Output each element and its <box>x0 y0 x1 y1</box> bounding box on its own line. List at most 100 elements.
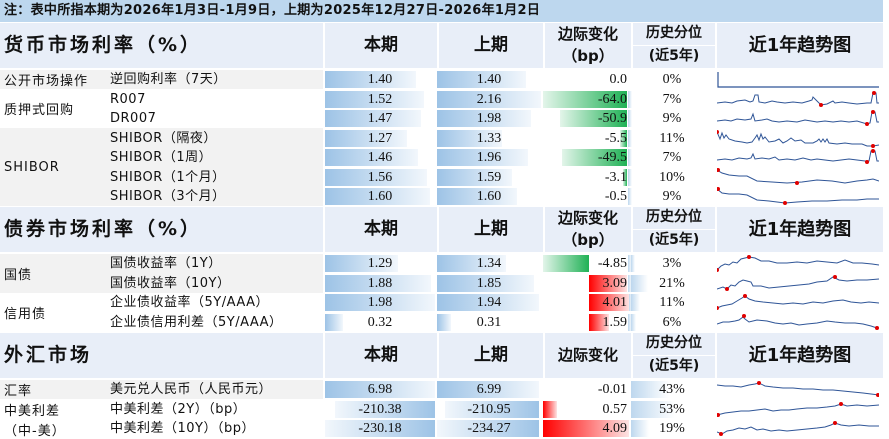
indicator-name: SHIBOR（1个月） <box>110 169 226 185</box>
indicator-name: 国债收益率（10Y） <box>110 275 231 291</box>
indicator-name: 美元兑人民币（人民币元） <box>110 382 273 397</box>
table-row: 美元兑人民币（人民币元） 6.98 6.99 -0.01 43% <box>0 380 883 399</box>
previous-value: 6.99 <box>476 382 502 397</box>
sparkline-treasury-1y <box>715 254 880 273</box>
table-row: 企业债信用利差（5Y/AAA） 0.32 0.31 1.59 6% <box>0 313 883 332</box>
change-value: -0.01 <box>597 382 627 397</box>
money-market-body: 公开市场操作 质押式回购 SHIBOR 逆回购利率（7天） 1.40 1.40 … <box>0 70 883 207</box>
current-value: 1.29 <box>367 256 393 271</box>
current-value: -210.38 <box>358 401 402 417</box>
sparkline-shibor-1w <box>715 148 880 167</box>
percentile-value: 7% <box>662 150 682 165</box>
indicator-name: 逆回购利率（7天） <box>110 72 227 87</box>
previous-value: 0.31 <box>476 314 502 330</box>
section-title: 外汇市场 <box>4 344 93 366</box>
category-cn-us-spread: 中美利差 <box>4 403 61 419</box>
current-value: -230.18 <box>358 421 402 436</box>
col-header-current: 本期 <box>323 333 437 378</box>
sparkline-shibor-3m <box>715 187 880 206</box>
category-cn-minus-us: （中-美） <box>4 423 66 439</box>
change-value: 1.59 <box>602 314 628 330</box>
table-row: DR007 1.47 1.98 -50.9 9% <box>0 109 883 128</box>
change-value: -64.0 <box>597 91 627 107</box>
sparkline-dr007 <box>715 109 880 128</box>
previous-value: 1.60 <box>476 189 502 204</box>
previous-value: 1.96 <box>476 150 502 165</box>
col-header-previous: 上期 <box>437 207 543 252</box>
current-value: 1.52 <box>367 91 393 107</box>
indicator-name: DR007 <box>110 111 157 126</box>
sparkline-spread-10y <box>715 419 880 438</box>
current-value: 1.27 <box>367 130 393 146</box>
table-row: 逆回购利率（7天） 1.40 1.40 0.0 0% <box>0 70 883 89</box>
current-value: 6.98 <box>367 382 393 397</box>
fx-market-body: 汇率 中美利差 （中-美） 美元兑人民币（人民币元） 6.98 6.99 -0.… <box>0 380 883 439</box>
col-header-change: 边际变化 <box>543 333 631 378</box>
category-exchange-rate: 汇率 <box>0 380 106 399</box>
change-value: 4.01 <box>602 295 628 310</box>
previous-value: 1.59 <box>476 169 502 185</box>
percentile-value: 9% <box>662 189 682 204</box>
current-value: 1.88 <box>367 275 393 291</box>
percentile-value: 10% <box>659 169 685 185</box>
sparkline-spread-2y <box>715 400 880 419</box>
indicator-name: 国债收益率（1Y） <box>110 256 222 271</box>
percentile-value: 6% <box>662 314 682 330</box>
indicator-name: SHIBOR（隔夜） <box>110 130 217 146</box>
indicator-name: 企业债信用利差（5Y/AAA） <box>110 314 283 330</box>
previous-value: 2.16 <box>476 91 502 107</box>
percentile-value: 3% <box>662 256 682 271</box>
previous-value: 1.34 <box>476 256 502 271</box>
previous-value: 1.40 <box>476 72 502 87</box>
change-value: 0.57 <box>602 401 628 417</box>
percentile-value: 53% <box>659 401 685 417</box>
indicator-name: 中美利差（10Y）（bp） <box>110 421 255 436</box>
sparkline-shibor-overnight <box>715 129 880 148</box>
change-value: -50.9 <box>597 111 627 126</box>
indicator-name: R007 <box>110 91 146 107</box>
percentile-value: 11% <box>659 295 685 310</box>
sparkline-usdcny <box>715 380 880 399</box>
change-value: 3.09 <box>602 275 628 291</box>
sparkline-treasury-10y <box>715 274 880 293</box>
col-header-previous: 上期 <box>437 333 543 378</box>
percentile-value: 7% <box>662 91 682 107</box>
sparkline-corp-bond-yield <box>715 293 880 312</box>
table-row: SHIBOR（1个月） 1.56 1.59 -3.1 10% <box>0 167 883 187</box>
change-value: -3.1 <box>604 169 627 185</box>
table-row: R007 1.52 2.16 -64.0 7% <box>0 90 883 109</box>
change-value: 4.09 <box>602 421 628 436</box>
indicator-name: 企业债收益率（5Y/AAA） <box>110 295 269 310</box>
section-header-money-market: 货币市场利率（%） 本期 上期 边际变化 （bp） 历史分位 (近5年) 近1年趋势… <box>0 23 883 70</box>
previous-value: -210.95 <box>467 401 511 417</box>
current-value: 1.98 <box>367 295 393 310</box>
col-header-previous: 上期 <box>437 23 543 68</box>
previous-value: 1.94 <box>476 295 502 310</box>
col-header-current: 本期 <box>323 207 437 252</box>
category-shibor: SHIBOR <box>0 128 106 206</box>
percentile-value: 21% <box>659 275 685 291</box>
table-row: SHIBOR（3个月） 1.60 1.60 -0.5 9% <box>0 187 883 206</box>
percentile-value: 11% <box>659 130 685 146</box>
date-range-note: 注：表中所指本期为2026年1月3日-1月9日，上期为2025年12月27日-2… <box>0 0 883 22</box>
bond-market-body: 国债 信用债 国债收益率（1Y） 1.29 1.34 -4.85 3% 国债收益… <box>0 254 883 332</box>
sparkline-credit-spread <box>715 313 880 332</box>
change-value: 0.0 <box>609 72 628 87</box>
table-row: 国债收益率（10Y） 1.88 1.85 3.09 21% <box>0 274 883 293</box>
section-header-bond-market: 债券市场利率（%） 本期 上期 边际变化 （bp） 历史分位 (近5年) 近1年趋势… <box>0 207 883 254</box>
col-header-trend: 近1年趋势图 <box>715 23 883 68</box>
indicator-name: 中美利差（2Y）（bp） <box>110 401 247 417</box>
table-row: SHIBOR（隔夜） 1.27 1.33 -5.5 11% <box>0 129 883 148</box>
current-value: 1.47 <box>367 111 393 126</box>
percentile-value: 43% <box>659 382 685 397</box>
col-header-percentile: 历史分位 (近5年) <box>631 23 715 68</box>
col-header-percentile: 历史分位 (近5年) <box>631 333 715 378</box>
table-row: 中美利差（10Y）（bp） -230.18 -234.27 4.09 19% <box>0 419 883 438</box>
section-title: 债券市场利率（%） <box>4 218 203 240</box>
sparkline-r007 <box>715 90 880 109</box>
table-row: SHIBOR（1周） 1.46 1.96 -49.5 7% <box>0 148 883 167</box>
section-header-fx-market: 外汇市场 本期 上期 边际变化 历史分位 (近5年) 近1年趋势图 <box>0 333 883 380</box>
change-value: -0.5 <box>604 189 627 204</box>
col-header-percentile: 历史分位 (近5年) <box>631 207 715 252</box>
category-open-market: 公开市场操作 <box>0 70 106 89</box>
